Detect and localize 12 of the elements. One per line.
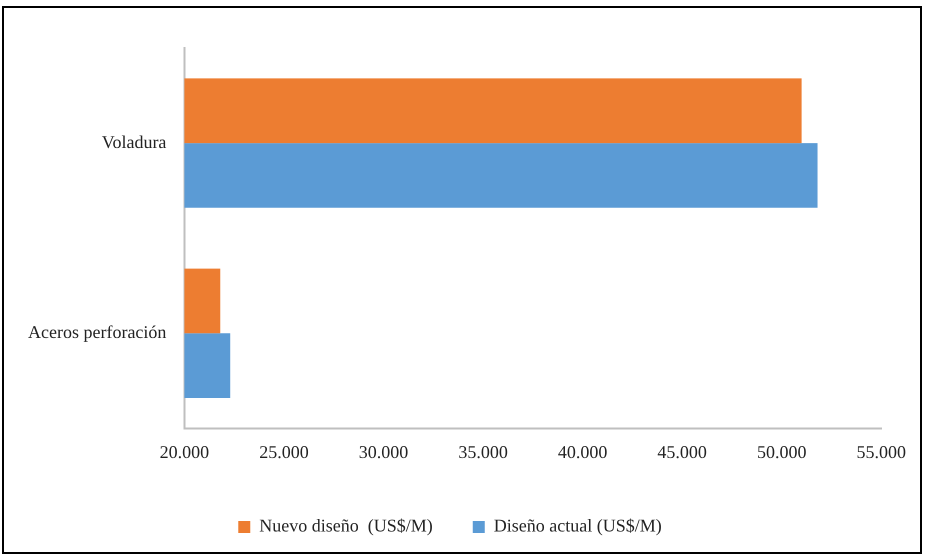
y-tick-label: Voladura (102, 132, 166, 152)
x-tick-label: 50.000 (756, 442, 806, 462)
y-tick-label: Aceros perforación (28, 322, 166, 342)
x-tick-label: 40.000 (558, 442, 608, 462)
x-tick-label: 45.000 (657, 442, 707, 462)
x-tick-label: 20.000 (160, 442, 210, 462)
legend-label: Diseño actual (US$/M) (494, 516, 662, 536)
x-tick-label: 35.000 (458, 442, 508, 462)
x-tick-label: 30.000 (358, 442, 408, 462)
x-tick-label: 25.000 (259, 442, 309, 462)
x-tick-label: 55.000 (856, 442, 906, 462)
legend-label: Nuevo diseño (US$/M) (259, 516, 433, 536)
